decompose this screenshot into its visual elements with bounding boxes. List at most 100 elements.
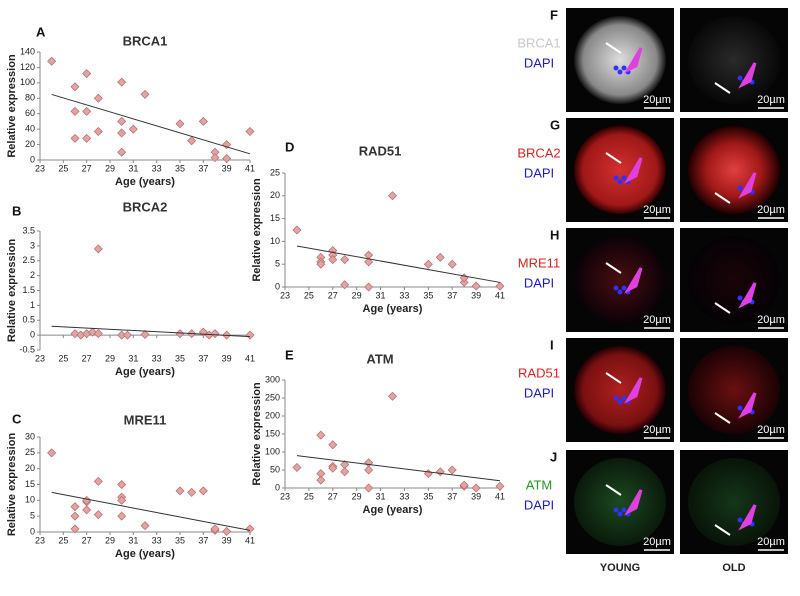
x-tick-label: 37 <box>198 353 208 363</box>
y-tick-label: 100 <box>20 77 35 87</box>
dapi-spot <box>613 65 619 71</box>
oocyte <box>688 236 780 324</box>
x-tick-label: 31 <box>128 535 138 545</box>
y-tick-label: 20 <box>25 139 35 149</box>
x-tick-label: 31 <box>128 353 138 363</box>
panel-letter: G <box>550 117 560 132</box>
data-point <box>340 280 350 290</box>
x-tick-label: 39 <box>222 535 232 545</box>
arrow <box>605 484 622 496</box>
data-point <box>93 244 103 254</box>
panel-letter: D <box>285 139 294 154</box>
x-tick-label: 33 <box>152 353 162 363</box>
y-tick-label: 30 <box>25 431 35 441</box>
stain-label: RAD51 <box>518 365 560 380</box>
arrow <box>714 82 731 94</box>
data-point <box>245 126 255 136</box>
x-tick-label: 33 <box>399 491 409 501</box>
dapi-spot <box>737 185 743 191</box>
data-point <box>175 119 185 129</box>
x-tick-label: 27 <box>82 163 92 173</box>
y-tick-label: 40 <box>25 124 35 134</box>
y-tick-label: 10 <box>270 236 280 246</box>
scale-bar-label: 20µm <box>643 314 671 326</box>
x-tick-label: 31 <box>376 491 386 501</box>
y-tick-label: 200 <box>265 410 280 420</box>
data-point <box>187 487 197 497</box>
data-point <box>316 475 326 485</box>
data-point <box>187 136 197 146</box>
data-point <box>93 329 103 339</box>
data-point <box>316 430 326 440</box>
x-tick-label: 29 <box>352 290 362 300</box>
stain-label: ATM <box>526 477 552 492</box>
x-tick-label: 41 <box>245 163 255 173</box>
arrow <box>605 152 622 164</box>
oocyte <box>574 236 666 324</box>
oocyte <box>574 16 666 104</box>
panel-letter: J <box>550 449 557 464</box>
data-point <box>70 106 80 116</box>
y-tick-label: 140 <box>20 46 35 56</box>
x-tick-label: 25 <box>58 535 68 545</box>
oocyte <box>688 346 780 434</box>
panel-letter: F <box>550 7 558 22</box>
x-tick-label: 37 <box>447 491 457 501</box>
data-point <box>175 329 185 339</box>
data-point <box>117 330 127 340</box>
x-tick-label: 27 <box>82 353 92 363</box>
x-tick-label: 35 <box>175 353 185 363</box>
scale-bar-label: 20µm <box>643 536 671 548</box>
x-tick-label: 23 <box>35 535 45 545</box>
dapi-spot <box>617 511 623 517</box>
data-point <box>328 463 338 473</box>
x-tick-label: 31 <box>128 163 138 173</box>
stain-label: MRE11 <box>518 255 560 270</box>
y-tick-label: 0 <box>30 330 35 340</box>
y-tick-label: 15 <box>270 213 280 223</box>
data-point <box>117 147 127 157</box>
y-tick-label: 1 <box>30 300 35 310</box>
data-point <box>47 448 57 458</box>
dapi-spot <box>621 65 627 71</box>
chart-title: BRCA2 <box>123 199 168 214</box>
data-point <box>93 93 103 103</box>
stain-label: DAPI <box>524 385 554 400</box>
dapi-spot <box>613 507 619 513</box>
y-tick-label: 0.5 <box>22 315 35 325</box>
x-tick-label: 33 <box>152 163 162 173</box>
dapi-spot <box>617 179 623 185</box>
data-point <box>364 282 374 292</box>
data-point <box>70 82 80 92</box>
y-tick-label: 60 <box>25 108 35 118</box>
chart-title: ATM <box>366 351 393 366</box>
y-tick-label: 20 <box>25 463 35 473</box>
data-point <box>70 511 80 521</box>
data-point <box>222 526 232 536</box>
x-tick-label: 31 <box>376 290 386 300</box>
y-axis-label: Relative expression <box>6 239 18 343</box>
y-tick-label: 0 <box>30 526 35 536</box>
arrow <box>714 524 731 536</box>
chart-title: BRCA1 <box>123 33 168 48</box>
data-point <box>471 483 481 493</box>
scale-bar-label: 20µm <box>757 424 785 436</box>
x-tick-label: 39 <box>222 163 232 173</box>
scale-bar-label: 20µm <box>643 94 671 106</box>
arrow-pointer <box>738 504 757 531</box>
x-tick-label: 29 <box>352 491 362 501</box>
y-axis-label: Relative expression <box>6 54 18 158</box>
data-point <box>364 257 374 267</box>
data-point <box>292 462 302 472</box>
panel-letter: E <box>285 347 294 362</box>
data-point <box>70 524 80 534</box>
trend-line <box>296 245 501 283</box>
data-point <box>82 106 92 116</box>
data-point <box>388 391 397 401</box>
x-axis-label: Age (years) <box>363 504 423 516</box>
dapi-spot <box>621 395 627 401</box>
dapi-spot <box>737 295 743 301</box>
y-tick-label: 25 <box>270 167 280 177</box>
y-tick-label: 3 <box>30 240 35 250</box>
stain-label: DAPI <box>524 497 554 512</box>
